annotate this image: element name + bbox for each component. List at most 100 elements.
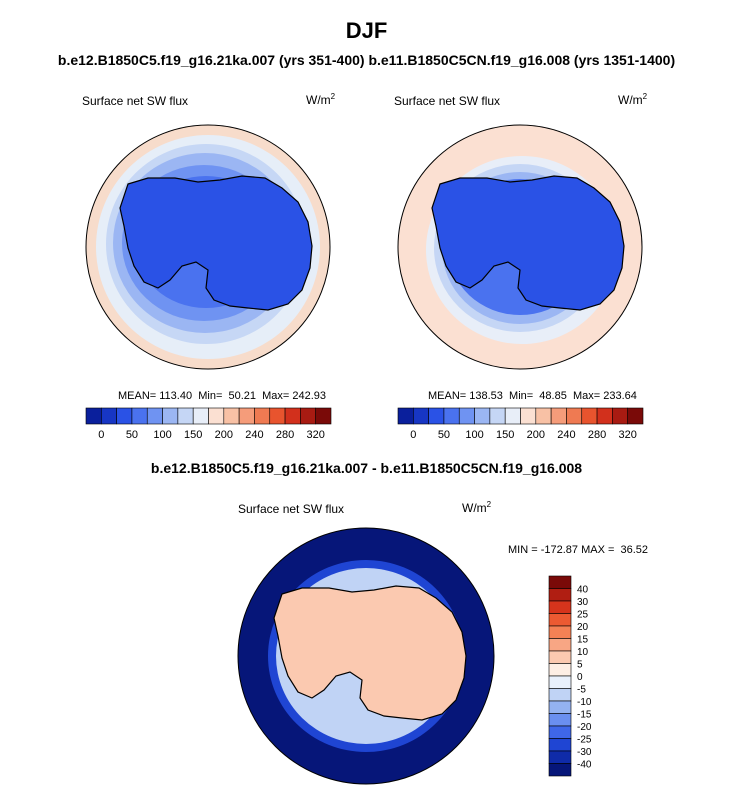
panel1-colorbar-box — [131, 407, 148, 425]
panel3-colorbar-box — [548, 763, 572, 777]
panel3-colorbar-tick: -15 — [577, 710, 592, 721]
panel1-colorbar-box — [223, 407, 240, 425]
panel1-colorbar-tick: 0 — [98, 429, 104, 441]
panel3-colorbar-box — [548, 650, 572, 664]
panel1-colorbar-box — [254, 407, 271, 425]
panel3-map — [238, 528, 494, 784]
panel3-colorbar-tick: 15 — [577, 635, 589, 646]
panel3-colorbar-box — [548, 675, 572, 689]
panel2-colorbar-tick: 0 — [410, 429, 416, 441]
panel3-units: W/m2 — [462, 500, 492, 515]
panel1-colorbar-box — [146, 407, 163, 425]
panel1-colorbar-box — [177, 407, 194, 425]
panel1-title: Surface net SW flux — [82, 94, 189, 108]
panel2-border — [397, 124, 643, 370]
panel1-colorbar-tick: 280 — [276, 429, 294, 441]
main-title: DJF — [345, 18, 388, 43]
panel3-title: Surface net SW flux — [238, 502, 345, 516]
panel2-colorbar-box — [428, 407, 445, 425]
panel2-colorbar-box — [413, 407, 429, 425]
panel3-colorbar-tick: 25 — [577, 610, 589, 621]
panel3-colorbar-tick: 20 — [577, 622, 589, 633]
panel1-colorbar-box — [300, 407, 316, 425]
panel2-colorbar-box — [489, 407, 506, 425]
panel2-map — [398, 125, 642, 369]
panel2-stats: MEAN= 138.53 Min= 48.85 Max= 233.64 — [428, 390, 637, 402]
panel1-colorbar-box — [208, 407, 225, 425]
subtitle-right: b.e11.B1850C5CN.f19_g16.008 (yrs 1351-14… — [368, 52, 676, 68]
panel3-colorbar-tick: 5 — [577, 660, 583, 671]
panel3-colorbar-tick: 0 — [577, 672, 583, 683]
panel1-colorbar-box — [238, 407, 255, 425]
panel2-colorbar-tick: 50 — [438, 429, 450, 441]
panel3-colorbar-tick: -40 — [577, 760, 592, 771]
panel1-colorbar-tick: 240 — [245, 429, 263, 441]
panel3-colorbar-box — [548, 700, 572, 714]
panel1-colorbar-tick: 50 — [126, 429, 138, 441]
panel3-colorbar-tick: 40 — [577, 585, 589, 596]
panel2-title: Surface net SW flux — [394, 94, 501, 108]
panel1-colorbar-box — [85, 407, 102, 425]
panel3-colorbar-box — [548, 713, 572, 727]
panel2-colorbar-tick: 100 — [465, 429, 483, 441]
panel2-colorbar-box — [535, 407, 552, 425]
panel2-colorbar: 0 50 100 150 200 240 280 320 — [397, 407, 644, 441]
panel1-stats: MEAN= 113.40 Min= 50.21 Max= 242.93 — [118, 390, 327, 402]
panel3-minmax: MIN = -172.87 MAX = 36.52 — [508, 544, 649, 556]
panel2-colorbar-box — [581, 407, 598, 425]
panel3-colorbar-tick: -10 — [577, 697, 592, 708]
panel1-colorbar-tick: 100 — [153, 429, 171, 441]
panel1-colorbar-box — [315, 407, 332, 425]
panel1-colorbar-box — [116, 407, 133, 425]
panel2-colorbar-box — [627, 407, 644, 425]
panel2-colorbar-box — [443, 407, 460, 425]
panel2-colorbar-box — [520, 407, 537, 425]
panel3-colorbar-box — [548, 638, 572, 652]
panel3-colorbar-box — [548, 575, 572, 589]
panel3-colorbar-tick: -30 — [577, 747, 592, 758]
panel1-colorbar-tick: 150 — [184, 429, 202, 441]
panel2-colorbar-tick: 320 — [619, 429, 637, 441]
panel2-colorbar-box — [474, 407, 491, 425]
panel2-colorbar-tick: 150 — [496, 429, 514, 441]
panel3-colorbar-box — [548, 613, 572, 627]
panel2-colorbar-box — [566, 407, 583, 425]
panel1-colorbar-box — [101, 407, 117, 425]
panel1-colorbar-box — [269, 407, 286, 425]
panel2-colorbar-box — [397, 407, 414, 425]
panel3-colorbar-box — [548, 588, 572, 602]
panel1-map — [86, 125, 330, 369]
panel1-colorbar-tick: 200 — [215, 429, 233, 441]
panel3-colorbar-tick: -5 — [577, 685, 586, 696]
panel3-colorbar-tick: 10 — [577, 647, 589, 658]
panel2-units: W/m2 — [618, 92, 648, 107]
panel3-colorbar-tick: 30 — [577, 597, 589, 608]
panel2-colorbar-box — [458, 407, 475, 425]
panel1-colorbar-tick: 320 — [307, 429, 325, 441]
panel3-colorbar-box — [548, 688, 572, 702]
panel3-colorbar-box — [548, 725, 572, 739]
panel1-colorbar: 0 50 100 150 200 240 280 320 — [85, 407, 332, 441]
panel2-colorbar-tick: 280 — [588, 429, 606, 441]
panel1-colorbar-box — [192, 407, 209, 425]
panel1-units: W/m2 — [306, 92, 336, 107]
panel3-colorbar-tick: -25 — [577, 735, 592, 746]
top-subtitle: b.e12.B1850C5.f19_g16.21ka.007 (yrs 351-… — [0, 52, 733, 68]
panel2-colorbar-box — [504, 407, 521, 425]
panel2-colorbar-box — [550, 407, 567, 425]
panel2-colorbar-tick: 240 — [557, 429, 575, 441]
panel3-colorbar-box — [548, 738, 572, 752]
diff-title: b.e12.B1850C5.f19_g16.21ka.007 - b.e11.B… — [150, 460, 583, 476]
panel3-colorbar-box — [548, 600, 572, 614]
panel3-colorbar-box — [548, 750, 572, 764]
panel3-colorbar-box — [548, 625, 572, 639]
panel1-colorbar-box — [162, 407, 179, 425]
panel1-colorbar-box — [284, 407, 301, 425]
panel3-border — [237, 527, 495, 785]
panel2-colorbar-tick: 200 — [527, 429, 545, 441]
subtitle-left: b.e12.B1850C5.f19_g16.21ka.007 (yrs 351-… — [57, 52, 365, 68]
panel3-colorbar-tick: -20 — [577, 722, 592, 733]
panel2-colorbar-box — [612, 407, 628, 425]
